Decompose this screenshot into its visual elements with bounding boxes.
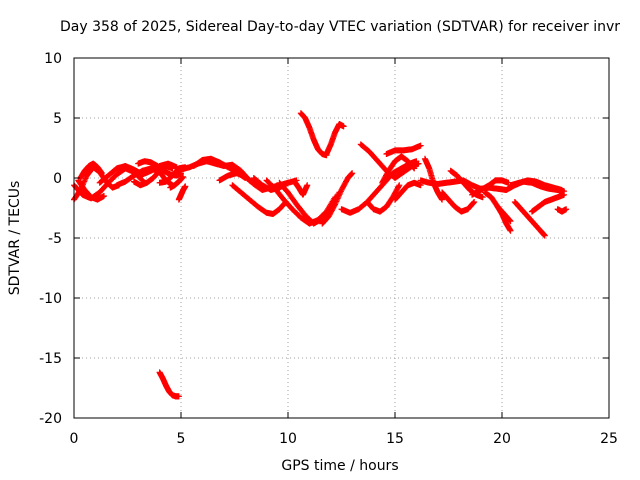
data-series-arc-10	[167, 173, 187, 191]
x-tick-label: 5	[177, 431, 186, 447]
data-series-arc-9	[156, 164, 189, 186]
chart-title: Day 358 of 2025, Sidereal Day-to-day VTE…	[60, 19, 620, 35]
x-tick-label: 10	[279, 431, 297, 447]
data-series-arc-4	[77, 160, 105, 181]
data-series-arc-8	[135, 158, 184, 179]
data-series-arc-11	[175, 183, 189, 203]
data-point	[470, 199, 477, 206]
data-series-arc-15	[229, 182, 289, 217]
y-tick-label: -5	[48, 231, 62, 247]
data-series-arc-33	[469, 177, 512, 198]
data-point	[563, 206, 570, 213]
data-point	[175, 393, 182, 400]
data-series-arc-37	[507, 177, 565, 193]
data-point	[541, 232, 548, 239]
data-point	[558, 187, 565, 193]
data-series-arc-3	[75, 177, 107, 203]
y-tick-label: 5	[53, 111, 62, 127]
data-point	[439, 196, 446, 203]
data-point	[561, 191, 568, 198]
y-tick-label: -15	[39, 351, 62, 367]
data-series-arc-19	[297, 110, 330, 159]
x-tick-label: 15	[386, 431, 404, 447]
data-series-arc-22	[319, 170, 356, 227]
data-point	[98, 170, 105, 177]
data-series-arc-39	[554, 206, 570, 215]
data-series-arc-36	[511, 199, 548, 239]
axes-layer: 0 5 10 15 20 25 -20 -15 -10 -5 0 5 10	[39, 51, 618, 447]
y-tick-label: 10	[44, 51, 62, 67]
data-series-arc-35	[494, 203, 514, 234]
data-point	[507, 218, 514, 225]
grid-layer	[74, 58, 609, 418]
data-series-arc-27	[379, 153, 418, 186]
data-series-arc-20	[323, 121, 347, 157]
plot-frame	[73, 57, 610, 419]
x-tick-label: 20	[493, 431, 511, 447]
data-series-arc-21	[291, 178, 311, 198]
data-point	[410, 164, 417, 171]
data-point	[138, 176, 145, 183]
data-point	[180, 173, 187, 180]
data-point	[471, 199, 478, 205]
data-point	[182, 183, 189, 190]
data-series-arc-28	[392, 179, 424, 203]
data-point	[331, 202, 338, 209]
y-tick-label: -20	[39, 411, 62, 427]
y-tick-label: 0	[53, 171, 62, 187]
data-layer	[71, 110, 570, 400]
data-point	[507, 227, 514, 234]
x-axis-label: GPS time / hours	[281, 458, 398, 474]
data-point	[304, 182, 311, 189]
data-series-arc-38	[528, 191, 568, 215]
y-tick-label: -10	[39, 291, 62, 307]
data-point	[100, 193, 107, 199]
data-point	[479, 194, 486, 201]
data-point	[411, 165, 418, 172]
data-point	[395, 183, 402, 190]
data-series-arc-26	[383, 142, 424, 157]
data-point	[415, 160, 422, 167]
data-series-arc-40	[156, 369, 182, 400]
data-point	[169, 165, 176, 172]
y-axis-label: SDTVAR / TECUs	[7, 181, 23, 296]
data-point	[417, 142, 424, 149]
x-tick-label: 25	[600, 431, 618, 447]
data-series-arc-25	[364, 182, 403, 215]
data-point	[340, 123, 347, 130]
data-point	[396, 182, 403, 189]
data-series-arc-31	[439, 189, 478, 215]
x-tick-label: 0	[70, 431, 79, 447]
data-point	[349, 170, 356, 177]
